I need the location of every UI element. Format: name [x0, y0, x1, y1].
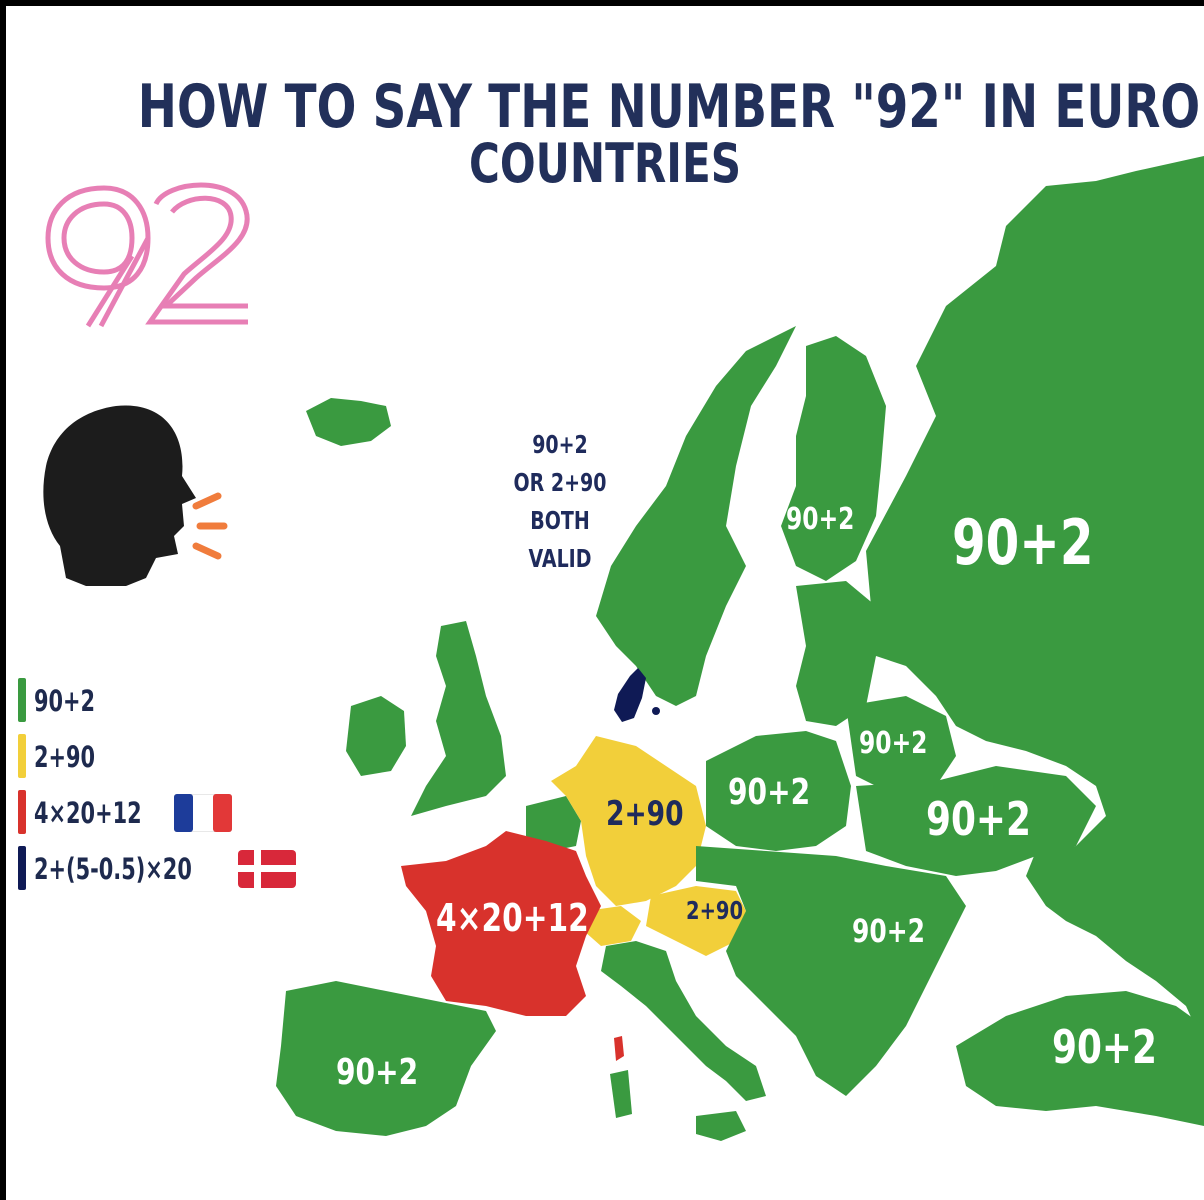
- page-title-line-1: HOW TO SAY THE NUMBER "92" IN EUROPEAN: [137, 72, 1204, 142]
- label-russia: 90+2: [952, 506, 1094, 579]
- region-benelux: [526, 796, 581, 851]
- label-ukraine: 90+2: [926, 792, 1031, 846]
- label-austria: 2+90: [686, 896, 744, 925]
- note-line: VALID: [528, 544, 592, 573]
- legend-swatch: [18, 734, 26, 778]
- region-iceland: [306, 398, 391, 446]
- region-finland: [781, 336, 886, 581]
- region-scandinavia: [596, 326, 796, 706]
- legend-label: 2+90: [34, 740, 96, 774]
- region-russia: [866, 156, 1204, 1046]
- region-denmark: [614, 668, 646, 722]
- big-number-92: [45, 182, 250, 328]
- france-flag-icon: [174, 794, 232, 832]
- region-switzerland: [584, 906, 641, 946]
- label-balkans: 90+2: [852, 912, 926, 950]
- region-baltics: [796, 581, 876, 726]
- legend-label: 90+2: [34, 684, 96, 718]
- region-balkans: [696, 846, 966, 1096]
- region-france: [401, 831, 601, 1016]
- note-line: 90+2: [532, 430, 588, 459]
- legend-swatch: [18, 678, 26, 722]
- note-line: OR 2+90: [513, 468, 607, 497]
- region-turkey: [956, 991, 1204, 1126]
- region-great-britain: [411, 621, 506, 816]
- legend-label: 2+(5-0.5)×20: [34, 852, 192, 886]
- page-title-line-2: COUNTRIES: [468, 132, 742, 195]
- label-germany: 2+90: [606, 794, 684, 834]
- region-poland: [706, 731, 851, 851]
- label-belarus: 90+2: [859, 726, 928, 761]
- region-ukraine: [856, 766, 1096, 876]
- label-iberia: 90+2: [336, 1052, 419, 1093]
- region-sardinia: [610, 1070, 632, 1118]
- note-line: BOTH: [530, 506, 590, 535]
- region-denmark-island: [652, 707, 660, 715]
- region-iberia: [276, 981, 496, 1136]
- speaking-head-icon: [43, 405, 228, 586]
- map-frame: 92 HOW TO SAY THE NUMBER "92" IN EUROPEA…: [6, 6, 1204, 1200]
- legend-label: 4×20+12: [34, 796, 142, 830]
- region-ireland: [346, 696, 406, 776]
- region-germany: [551, 736, 706, 906]
- denmark-flag-icon: [238, 850, 296, 888]
- region-belarus: [846, 696, 956, 791]
- region-sicily: [696, 1111, 746, 1141]
- region-corsica: [614, 1036, 624, 1061]
- scandinavia-note: 90+2 OR 2+90 BOTH VALID: [513, 426, 607, 578]
- label-turkey: 90+2: [1052, 1020, 1157, 1074]
- europe-map: 92: [43, 156, 1204, 1141]
- region-italy: [601, 941, 766, 1101]
- label-poland: 90+2: [728, 772, 811, 813]
- region-austria: [646, 886, 746, 956]
- legend-swatch: [18, 790, 26, 834]
- label-france: 4×20+12: [436, 896, 589, 940]
- label-finland: 90+2: [786, 502, 855, 537]
- legend-swatch: [18, 846, 26, 890]
